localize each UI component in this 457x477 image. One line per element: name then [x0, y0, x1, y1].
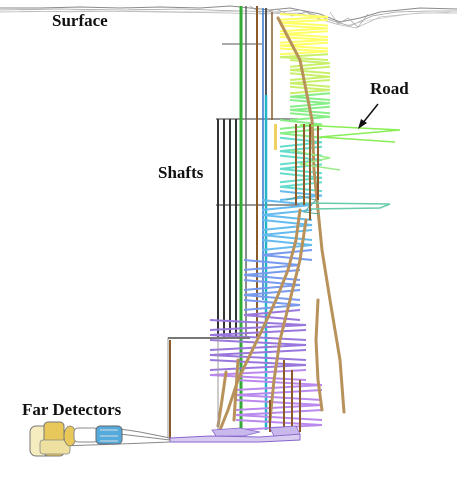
ramp-segment	[289, 99, 331, 108]
ramp-segment	[279, 190, 323, 201]
ramp-segment	[209, 349, 307, 361]
ramp-segment	[235, 389, 323, 401]
shafts-label: Shafts	[158, 163, 204, 182]
ramp-segment	[279, 30, 329, 38]
ramp-segment	[289, 105, 331, 115]
ramp-segment	[279, 136, 323, 148]
ramp-segment	[279, 47, 329, 56]
ramp-segment	[243, 279, 301, 291]
road-label: Road	[370, 79, 409, 98]
ramp-segment	[261, 199, 313, 211]
ramp-segment	[289, 72, 331, 81]
ramp-segment	[289, 59, 331, 68]
ramp-segment	[289, 85, 331, 95]
ramp-segment	[279, 181, 323, 193]
bottom-hall	[169, 425, 301, 443]
far-detectors	[29, 421, 123, 457]
ramp-segment	[261, 219, 313, 231]
ramp-segment	[279, 53, 329, 61]
ramp-segment	[235, 399, 323, 411]
ramp-segment	[243, 299, 301, 311]
ramp-segment	[243, 309, 301, 321]
ramp-segment	[279, 18, 329, 27]
ramp-segment	[279, 24, 329, 33]
ramp-segment	[235, 409, 323, 421]
ramp-segment	[209, 339, 307, 351]
ramp-segment	[289, 79, 331, 88]
ramp-segment	[243, 289, 301, 301]
ramp-segment	[289, 92, 331, 101]
ramp-segment	[279, 145, 323, 157]
haulage-ramps	[216, 16, 346, 432]
ramp-segment	[279, 172, 323, 184]
surface-terrain	[0, 5, 457, 29]
spiral-ramp	[209, 13, 331, 431]
ramp-segment	[289, 65, 331, 75]
ramp-segment	[235, 419, 323, 431]
ramp-segment	[235, 379, 323, 391]
ramp-segment	[279, 13, 329, 21]
ramp-segment	[279, 119, 323, 130]
arrow-icon	[358, 103, 379, 129]
ramp-segment	[209, 359, 307, 371]
ramp-segment	[279, 36, 329, 44]
far-detectors-label: Far Detectors	[22, 400, 122, 419]
ramp-segment	[209, 319, 307, 331]
surface-label: Surface	[52, 11, 108, 30]
ramp-segment	[261, 249, 313, 261]
ramp-segment	[209, 329, 307, 341]
ramp-segment	[261, 209, 313, 221]
ramp-segment	[289, 112, 331, 121]
shafts	[217, 6, 277, 430]
ramp-segment	[243, 269, 301, 281]
ramp-segment	[279, 127, 323, 139]
ramp-segment	[261, 239, 313, 251]
hoist-frames	[269, 124, 319, 432]
ramp-segment	[279, 41, 329, 50]
